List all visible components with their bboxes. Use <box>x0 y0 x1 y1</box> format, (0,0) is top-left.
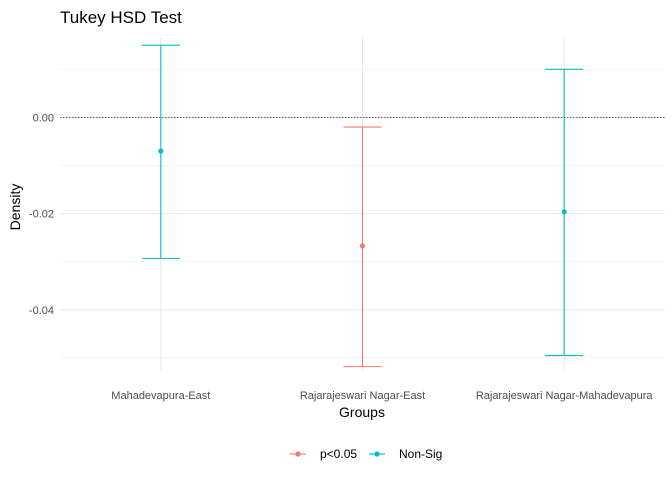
legend-label: Non-Sig <box>399 447 442 461</box>
legend-key-point <box>295 451 301 457</box>
tick-labels: 0.00 -0.02 -0.04 Mahadevapura-East Rajarajes… <box>29 112 653 402</box>
legend-item-2: Non-Sig <box>369 447 442 461</box>
x-tick-label: Rajarajeswari Nagar-East <box>300 390 425 402</box>
x-tick-label: Rajarajeswari Nagar-Mahadevapura <box>476 390 654 402</box>
legend: p<0.05 Non-Sig <box>290 447 442 461</box>
estimate-point <box>359 243 366 249</box>
chart-title: Tukey HSD Test <box>60 8 182 27</box>
x-tick-label: Mahadevapura-East <box>111 390 210 402</box>
estimate-point <box>158 148 164 154</box>
y-tick-label: -0.02 <box>29 209 54 221</box>
error-bars <box>141 44 584 368</box>
errorbar-1 <box>141 44 180 259</box>
estimate-point <box>561 209 567 215</box>
errorbar-2 <box>343 126 382 368</box>
y-tick-label: 0.00 <box>33 112 54 124</box>
legend-item-1: p<0.05 <box>290 447 357 461</box>
legend-key-point <box>374 451 380 457</box>
errorbar-3 <box>545 68 584 357</box>
y-tick-label: -0.04 <box>29 305 54 317</box>
y-axis-title: Density <box>7 184 23 231</box>
legend-label: p<0.05 <box>320 447 357 461</box>
x-axis-title: Groups <box>339 404 385 420</box>
